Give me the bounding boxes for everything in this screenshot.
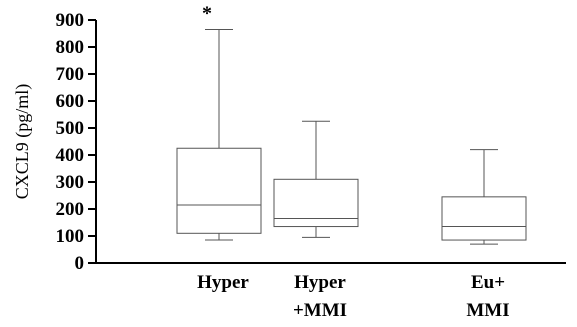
x-category-label-line: Eu+ — [471, 272, 505, 293]
y-tick-label: 100 — [56, 226, 85, 247]
x-category-label-line: Hyper — [294, 272, 346, 293]
box-iqr — [273, 178, 359, 228]
y-tick-label: 0 — [75, 253, 85, 274]
y-tick-label: 200 — [56, 199, 85, 220]
x-category-label-line: MMI — [466, 300, 509, 321]
x-category-label-line: Hyper — [197, 272, 249, 293]
y-tick-label: 700 — [56, 64, 85, 85]
x-category-label: Hyper — [197, 272, 249, 293]
y-tick-label: 800 — [56, 37, 85, 58]
box-iqr — [441, 196, 527, 241]
box-layer: * — [176, 2, 527, 245]
significance-marker: * — [202, 2, 212, 24]
y-tick-label: 500 — [56, 118, 85, 139]
y-tick-label: 600 — [56, 91, 85, 112]
x-category-label: Eu+ MMI — [466, 272, 509, 321]
label-layer: Hyper Hyper +MMI Eu+ MMI — [197, 272, 509, 321]
box-group — [441, 149, 527, 245]
axis-layer: 0 100 200 300 400 500 600 700 800 900 — [56, 10, 566, 274]
y-tick-label: 400 — [56, 145, 85, 166]
y-tick-label: 300 — [56, 172, 85, 193]
box-group: * — [176, 2, 262, 241]
x-category-label: Hyper +MMI — [293, 272, 347, 321]
box-group — [273, 120, 359, 238]
x-category-label-line: +MMI — [293, 300, 347, 321]
y-axis-label: CXCL9 (pg/ml) — [12, 84, 33, 200]
y-tick-label: 900 — [56, 10, 85, 31]
box-iqr — [176, 147, 262, 234]
